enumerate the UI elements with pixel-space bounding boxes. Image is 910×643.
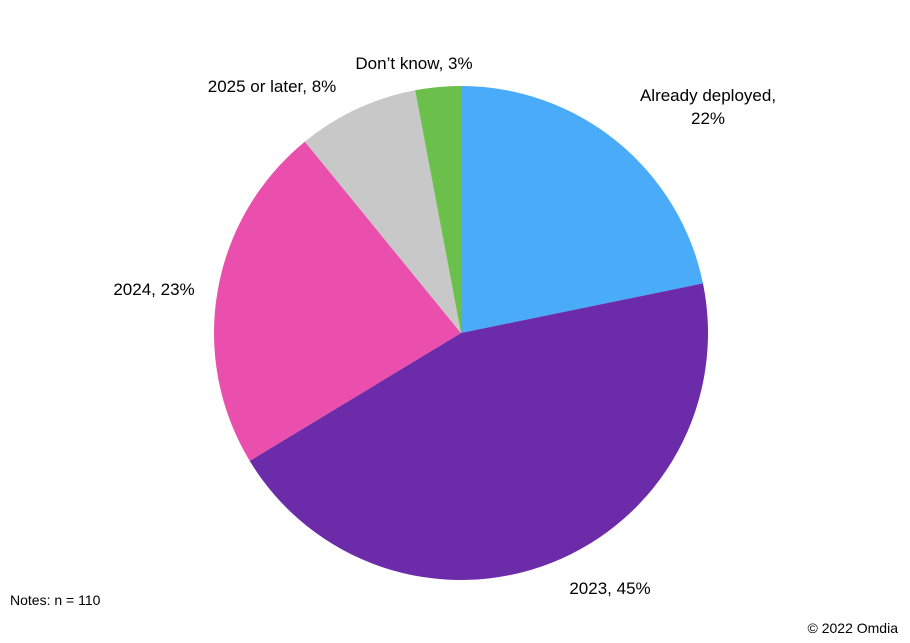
pie-slice	[461, 86, 703, 333]
pie-slice	[213, 141, 461, 461]
notes: Notes: n = 110	[10, 592, 101, 608]
data-label: 2023, 45%	[569, 579, 651, 598]
data-label: 2025 or later, 8%	[207, 77, 337, 96]
data-label: Already deployed, 22%	[639, 86, 777, 128]
data-label: 2024, 23%	[113, 280, 195, 299]
data-label: Don’t know, 3%	[355, 54, 473, 73]
pie-slice	[249, 283, 709, 580]
pie-slice	[415, 86, 461, 333]
source: © 2022 Omdia	[807, 620, 898, 636]
pie-slice	[304, 90, 461, 333]
